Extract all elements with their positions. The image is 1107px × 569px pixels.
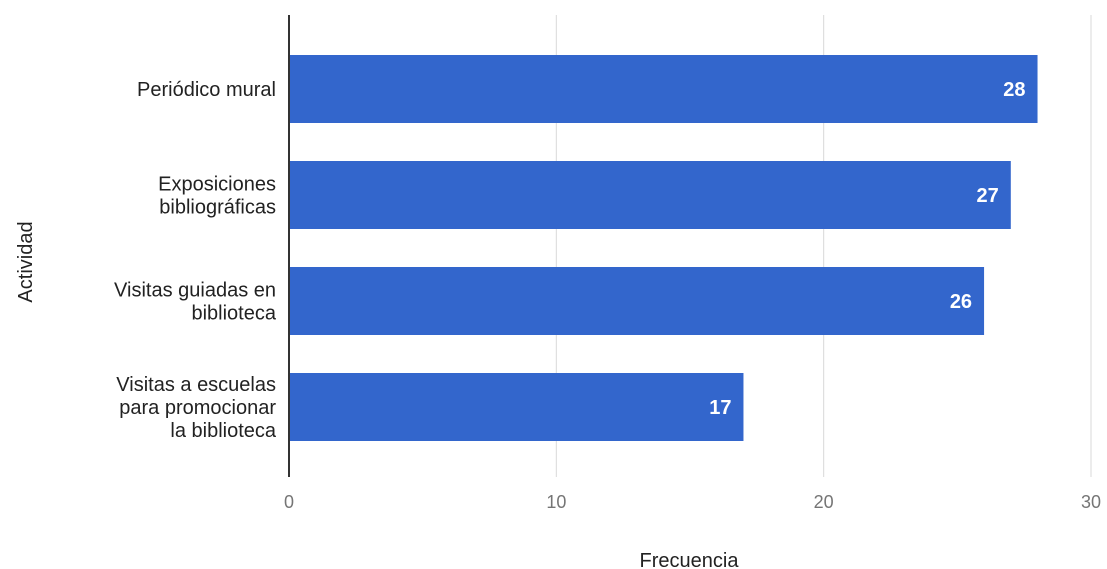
- x-tick-label: 30: [1081, 492, 1101, 512]
- category-label: Periódico mural: [137, 79, 276, 101]
- bar: [289, 55, 1038, 123]
- category-label: Visitas guiadas en biblioteca: [114, 280, 277, 325]
- category-label-line: Visitas a escuelas: [116, 374, 276, 396]
- x-axis-title: Frecuencia: [640, 550, 740, 569]
- bar-data-label: 17: [709, 397, 731, 419]
- category-label-line: la biblioteca: [170, 420, 277, 442]
- category-label: Exposiciones bibliográficas: [158, 174, 276, 219]
- y-axis-title: Actividad: [15, 221, 37, 302]
- category-label-line: Visitas guiadas en: [114, 280, 276, 302]
- bar-layer: [289, 55, 1038, 441]
- bar: [289, 161, 1011, 229]
- bar: [289, 373, 744, 441]
- bar: [289, 267, 985, 335]
- bar-data-label: 27: [977, 185, 999, 207]
- category-label-line: Exposiciones: [158, 174, 276, 196]
- x-tick-label: 20: [814, 492, 834, 512]
- category-label-line: Periódico mural: [137, 79, 276, 101]
- category-label: Visitas a escuelas para promocionar la bib…: [116, 374, 277, 442]
- bar-data-label: 26: [950, 291, 972, 313]
- category-label-line: biblioteca: [191, 303, 276, 325]
- bar-data-label: 28: [1003, 79, 1025, 101]
- category-label-line: bibliográficas: [159, 197, 276, 219]
- category-label-line: para promocionar: [119, 397, 276, 419]
- x-tick-label: 10: [546, 492, 566, 512]
- x-tick-label: 0: [284, 492, 294, 512]
